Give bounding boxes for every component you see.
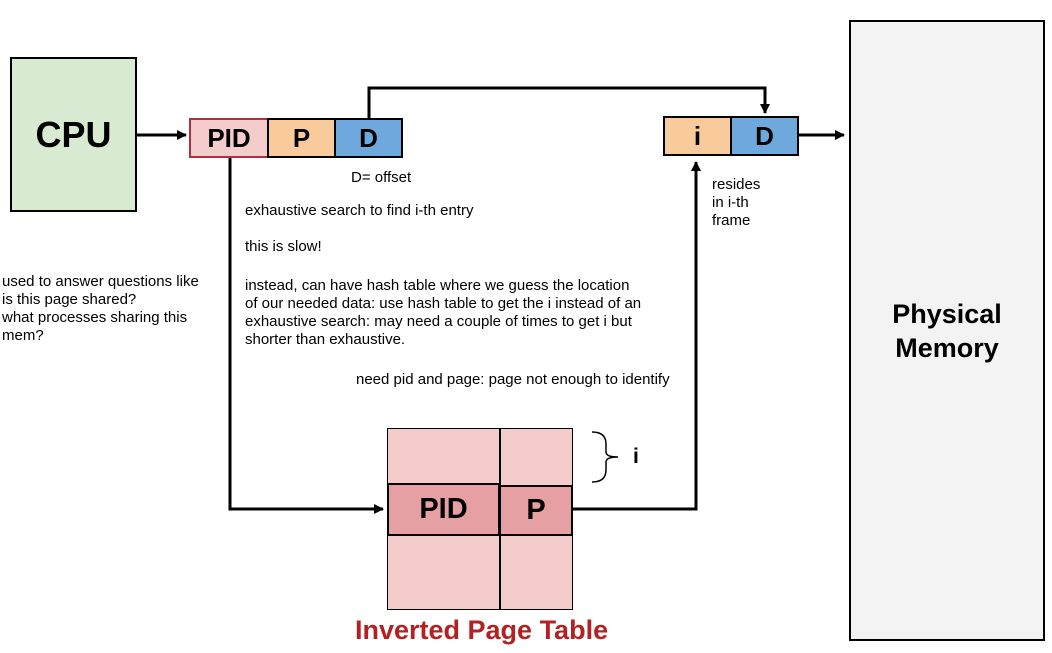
table-page-cell: P <box>499 485 573 536</box>
resides-note: resides in i-th frame <box>712 176 761 229</box>
index-brace <box>591 431 619 483</box>
offset-copy-arrow <box>367 86 770 118</box>
hash-table-note: instead, can have hash table where we gu… <box>245 277 642 348</box>
inverted-table-title: Inverted Page Table <box>355 615 609 645</box>
address-offset-label: D <box>359 122 378 153</box>
physical-offset-cell: D <box>730 116 799 156</box>
cpu-label: CPU <box>35 113 112 155</box>
frame-index-label: i <box>693 120 702 151</box>
address-page-cell: P <box>267 118 336 158</box>
table-index-label: i <box>633 445 639 468</box>
table-page-label: P <box>526 494 546 526</box>
table-to-frame-arrow <box>573 161 701 511</box>
frame-index-cell: i <box>663 116 732 156</box>
cpu-box: CPU <box>10 57 137 212</box>
address-pid-cell: PID <box>189 118 269 158</box>
offset-caption: D= offset <box>351 169 412 186</box>
need-pid-page-note: need pid and page: page not enough to id… <box>356 371 670 388</box>
pid-search-arrow <box>228 158 384 514</box>
table-pid-label: PID <box>419 493 468 525</box>
physical-memory-box: Physical Memory <box>849 20 1045 641</box>
address-offset-cell: D <box>334 118 403 158</box>
physical-offset-label: D <box>755 120 774 151</box>
table-pid-cell: PID <box>387 483 500 536</box>
physical-memory-label: Physical Memory <box>892 298 1002 363</box>
slow-note: this is slow! <box>245 238 322 255</box>
shared-pages-note: used to answer questions like is this pa… <box>2 273 199 344</box>
exhaustive-search-note: exhaustive search to find i-th entry <box>245 202 474 219</box>
address-pid-label: PID <box>207 122 251 153</box>
address-page-label: P <box>292 122 311 153</box>
